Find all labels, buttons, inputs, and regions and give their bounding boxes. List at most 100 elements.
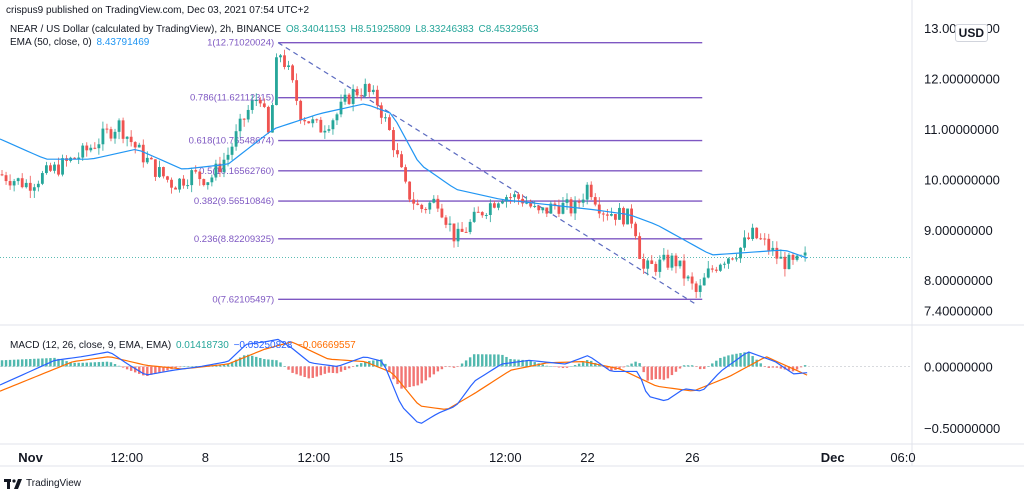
candle-body xyxy=(654,263,658,272)
candle-body xyxy=(735,258,738,260)
macd-histogram-bar xyxy=(759,363,762,367)
candle-body xyxy=(460,228,464,232)
candle-body xyxy=(234,131,238,147)
candle-body xyxy=(428,202,432,210)
candle-body xyxy=(400,154,403,168)
candle-body xyxy=(565,199,569,203)
macd-histogram-bar xyxy=(303,366,306,378)
macd-histogram-bar xyxy=(646,366,649,381)
fib-level-label: 0.618(10.76548674) xyxy=(189,136,275,147)
macd-histogram-bar xyxy=(101,361,105,367)
macd-histogram-bar xyxy=(279,362,282,367)
macd-histogram-bar xyxy=(323,366,327,374)
downtrend-line[interactable] xyxy=(277,42,698,306)
macd-histogram-bar xyxy=(343,366,347,371)
macd-histogram-bar xyxy=(29,358,32,367)
candle-body xyxy=(420,204,424,210)
candle-body xyxy=(658,259,662,272)
candle-body xyxy=(464,231,468,233)
ema-line[interactable] xyxy=(0,103,808,259)
candle-body xyxy=(145,157,149,163)
macd-histogram-bar xyxy=(150,366,153,375)
candle-body xyxy=(186,185,190,187)
macd-histogram-bar xyxy=(359,363,363,367)
macd-histogram-bar xyxy=(81,362,84,367)
macd-histogram-bar xyxy=(638,363,641,367)
price-axis-tick-label: 11.00000000 xyxy=(924,122,999,137)
time-axis-tick-label: 22 xyxy=(580,450,594,465)
macd-line[interactable] xyxy=(0,338,808,424)
macd-histogram-bar xyxy=(182,366,185,367)
time-axis-tick-label: 12:00 xyxy=(489,450,522,465)
candle-body xyxy=(763,238,767,240)
candle-body xyxy=(174,187,177,190)
macd-histogram-bar xyxy=(561,366,565,369)
macd-histogram-bar xyxy=(408,366,411,388)
macd-histogram-bar xyxy=(489,354,492,367)
candle-body xyxy=(89,147,93,151)
macd-histogram-bar xyxy=(263,359,266,367)
macd-histogram-bar xyxy=(138,366,141,374)
macd-histogram-bar xyxy=(347,366,351,369)
candle-body xyxy=(291,65,294,81)
currency-badge[interactable]: USD xyxy=(954,24,988,42)
candle-body xyxy=(137,144,141,148)
macd-axis-tick-label: 0.00000000 xyxy=(924,360,993,375)
candle-body xyxy=(404,167,407,182)
candle-body xyxy=(258,100,262,104)
fib-level-label: 0.5(10.16562760) xyxy=(199,166,274,177)
price-axis-tick-label: 10.00000000 xyxy=(924,172,1000,187)
ema-label[interactable]: EMA (50, close, 0) xyxy=(10,37,92,48)
low-value: L8.33246383 xyxy=(415,24,474,35)
candle-body xyxy=(686,276,690,279)
candle-body xyxy=(670,255,674,268)
candle-body xyxy=(101,128,105,145)
candle-body xyxy=(509,197,512,199)
macd-histogram-bar xyxy=(630,363,633,367)
candle-body xyxy=(190,170,194,186)
macd-histogram-bar xyxy=(384,363,387,367)
candle-body xyxy=(585,184,589,200)
candle-body xyxy=(311,119,315,124)
candle-body xyxy=(16,178,20,182)
candle-body xyxy=(412,199,416,204)
macd-histogram-bar xyxy=(634,361,637,367)
macd-histogram-bar xyxy=(711,363,714,367)
macd-histogram-bar xyxy=(779,366,783,369)
macd-label[interactable]: MACD (12, 26, close, 9, EMA, EMA) xyxy=(10,340,172,351)
candle-body xyxy=(93,147,97,149)
fib-level-label: 0.382(9.56510846) xyxy=(194,196,274,207)
symbol-title[interactable]: NEAR / US Dollar (calculated by TradingV… xyxy=(10,24,282,35)
macd-signal-line[interactable] xyxy=(0,341,808,410)
macd-histogram-bar xyxy=(715,360,718,367)
macd-histogram-bar xyxy=(541,364,544,367)
candle-body xyxy=(771,247,775,251)
candle-body xyxy=(162,167,165,177)
macd-histogram-bar xyxy=(105,361,109,367)
candle-body xyxy=(392,130,395,151)
macd-histogram-bar xyxy=(388,366,391,373)
macd-signal-value: −0.06669557 xyxy=(297,340,356,351)
candle-body xyxy=(77,157,81,160)
macd-histogram-bar xyxy=(666,366,670,379)
macd-histogram-bar xyxy=(585,360,589,367)
candle-body xyxy=(198,171,202,180)
high-value: H8.51925809 xyxy=(350,24,411,35)
candle-body xyxy=(759,238,763,240)
candle-body xyxy=(129,136,133,143)
macd-histogram-bar xyxy=(267,359,270,367)
candle-body xyxy=(678,260,682,267)
macd-histogram-bar xyxy=(698,366,702,370)
macd-histogram-bar xyxy=(259,357,262,367)
candle-body xyxy=(109,129,113,139)
macd-histogram-bar xyxy=(45,358,48,367)
macd-histogram-bar xyxy=(481,354,484,367)
candle-body xyxy=(642,258,646,269)
price-legend: NEAR / US Dollar (calculated by TradingV… xyxy=(10,24,541,35)
macd-histogram-bar xyxy=(477,354,480,367)
macd-histogram-bar xyxy=(424,366,427,381)
macd-histogram-bar xyxy=(658,366,662,380)
macd-histogram-bar xyxy=(230,361,234,367)
macd-histogram-bar xyxy=(642,366,645,373)
candle-body xyxy=(626,208,629,225)
